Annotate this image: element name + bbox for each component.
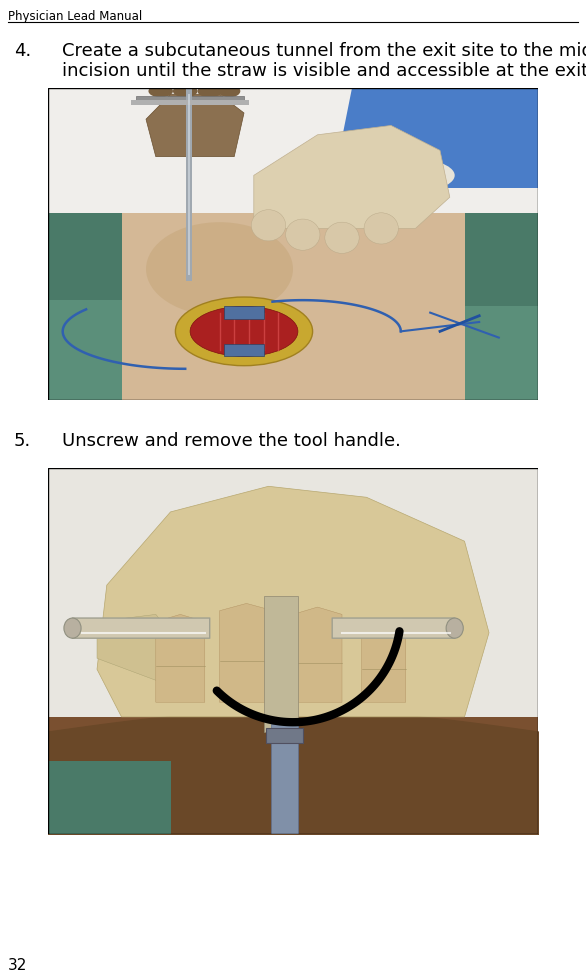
Ellipse shape [347, 157, 455, 194]
Bar [48, 88, 538, 238]
Bar [271, 724, 298, 834]
Polygon shape [97, 614, 185, 681]
Text: Unscrew and remove the tool handle.: Unscrew and remove the tool handle. [62, 432, 401, 450]
Bar [224, 306, 264, 319]
Bar [48, 213, 156, 300]
Polygon shape [293, 607, 342, 702]
FancyBboxPatch shape [332, 618, 455, 639]
Bar [48, 468, 538, 724]
Text: Physician Lead Manual: Physician Lead Manual [8, 10, 142, 23]
Bar [48, 760, 171, 834]
Ellipse shape [197, 85, 222, 98]
Ellipse shape [175, 297, 312, 366]
Polygon shape [220, 604, 274, 702]
Text: Create a subcutaneous tunnel from the exit site to the midline: Create a subcutaneous tunnel from the ex… [62, 42, 586, 60]
Bar [136, 96, 244, 103]
Ellipse shape [173, 85, 197, 98]
Bar [48, 717, 538, 834]
Bar [186, 88, 192, 282]
Ellipse shape [148, 85, 173, 98]
Bar [224, 344, 264, 356]
Ellipse shape [364, 213, 398, 244]
Bar [430, 213, 538, 400]
Bar [420, 213, 538, 306]
Polygon shape [156, 614, 205, 702]
FancyBboxPatch shape [73, 618, 210, 639]
Bar [48, 213, 136, 400]
Text: 4.: 4. [14, 42, 31, 60]
Bar [266, 728, 303, 743]
Ellipse shape [146, 222, 293, 316]
Text: 32: 32 [8, 958, 28, 973]
Polygon shape [362, 622, 406, 702]
Polygon shape [254, 126, 450, 228]
Ellipse shape [190, 306, 298, 356]
Polygon shape [97, 487, 489, 717]
Bar [188, 95, 190, 275]
Bar [131, 100, 249, 105]
Ellipse shape [218, 85, 240, 98]
Ellipse shape [251, 210, 285, 241]
Ellipse shape [285, 219, 320, 251]
Ellipse shape [64, 618, 81, 639]
Polygon shape [121, 213, 465, 400]
Polygon shape [332, 88, 538, 188]
Ellipse shape [446, 618, 464, 639]
Text: incision until the straw is visible and accessible at the exit point.: incision until the straw is visible and … [62, 62, 586, 80]
Ellipse shape [325, 222, 359, 254]
Polygon shape [146, 95, 244, 157]
Bar [48, 238, 538, 400]
Text: 5.: 5. [14, 432, 31, 450]
Bar [264, 596, 298, 731]
